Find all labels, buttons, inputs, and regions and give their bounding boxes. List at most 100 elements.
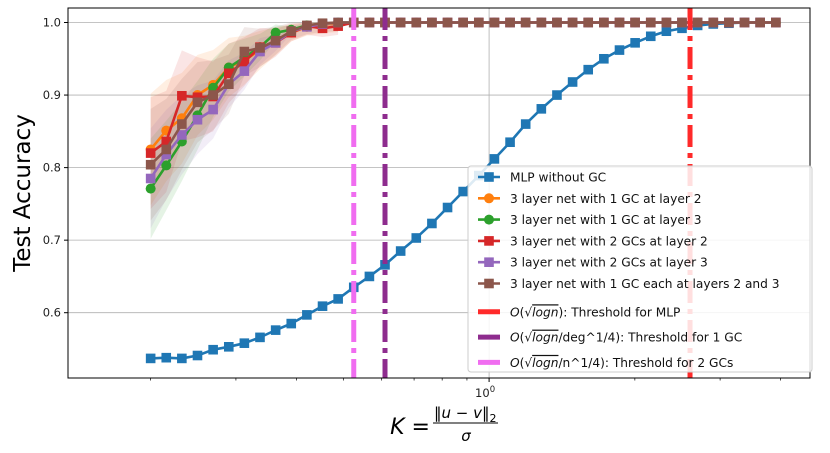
data-point xyxy=(614,17,625,28)
data-point xyxy=(302,20,312,31)
data-point xyxy=(239,338,250,348)
legend-swatch-marker xyxy=(484,172,494,182)
data-point xyxy=(427,17,437,28)
data-point xyxy=(270,35,281,46)
data-point xyxy=(192,92,203,103)
data-point xyxy=(333,294,343,304)
data-point xyxy=(661,17,672,28)
legend: MLP without GC 3 layer net with 1 GC at l… xyxy=(467,165,813,373)
y-axis-label: Test Accuracy xyxy=(10,114,36,273)
data-point xyxy=(505,17,515,28)
data-point xyxy=(145,148,156,158)
data-point xyxy=(599,17,609,28)
data-point xyxy=(177,119,187,129)
data-point xyxy=(520,17,531,28)
data-point xyxy=(411,17,422,28)
data-point xyxy=(161,160,172,171)
x-axis-label-numerator: ‖u − v‖2 xyxy=(434,404,497,425)
data-point xyxy=(192,350,203,361)
data-point xyxy=(692,17,703,28)
legend-swatch-marker xyxy=(484,193,494,204)
data-point xyxy=(208,90,218,100)
legend-item: 3 layer net with 2 GCs at layer 2 xyxy=(478,234,708,248)
x-axis-label-lhs: K = xyxy=(390,415,430,440)
legend-item: MLP without GC xyxy=(478,171,606,185)
legend-swatch-marker xyxy=(484,257,494,267)
legend-item: 3 layer net with 1 GC each at layers 2 a… xyxy=(478,277,780,291)
data-point xyxy=(427,218,437,229)
data-point xyxy=(489,154,500,164)
std-band xyxy=(150,22,339,206)
legend-label: O(√logn/deg^1/4): Threshold for 1 GC xyxy=(510,331,742,345)
data-point xyxy=(395,246,406,256)
x-ticks: 100 xyxy=(150,378,781,400)
data-point xyxy=(270,325,281,335)
data-point xyxy=(645,31,656,42)
data-point xyxy=(661,26,672,37)
data-point xyxy=(145,173,156,184)
legend-item: O(√logn/deg^1/4): Threshold for 1 GC xyxy=(478,331,742,345)
legend-item: O(√logn): Threshold for MLP xyxy=(478,305,680,319)
data-point xyxy=(208,344,218,355)
data-point xyxy=(161,136,172,147)
data-point xyxy=(567,17,578,28)
data-point xyxy=(255,43,265,53)
std-band xyxy=(150,22,339,209)
data-point xyxy=(458,186,468,197)
data-point xyxy=(145,353,156,364)
data-point xyxy=(630,38,640,48)
legend-swatch-marker xyxy=(484,236,494,246)
data-point xyxy=(177,130,187,140)
data-point xyxy=(458,17,468,28)
data-point xyxy=(489,17,500,28)
data-point xyxy=(583,64,594,75)
data-point xyxy=(239,56,250,67)
series-lines xyxy=(145,17,781,364)
data-point xyxy=(442,202,453,213)
data-point xyxy=(536,17,547,28)
legend-swatch-marker xyxy=(484,278,494,289)
data-point xyxy=(677,23,687,34)
data-point xyxy=(364,17,375,28)
legend-swatch-marker xyxy=(484,214,494,225)
legend-label: 3 layer net with 1 GC at layer 3 xyxy=(510,213,701,227)
x-tick-label: 100 xyxy=(475,385,495,400)
data-point xyxy=(145,159,156,170)
data-point xyxy=(771,17,781,28)
legend-label: 3 layer net with 2 GCs at layer 3 xyxy=(510,256,708,270)
data-point xyxy=(473,17,484,28)
y-tick-label: 0.7 xyxy=(43,233,61,247)
y-tick-label: 0.6 xyxy=(43,306,61,320)
data-point xyxy=(286,26,297,37)
legend-item: 3 layer net with 1 GC at layer 2 xyxy=(478,192,701,206)
data-point xyxy=(708,17,719,28)
data-point xyxy=(239,46,250,57)
legend-label: 3 layer net with 1 GC each at layers 2 a… xyxy=(510,277,780,291)
y-tick-label: 1.0 xyxy=(43,16,61,30)
data-point xyxy=(161,149,172,160)
data-point xyxy=(645,17,656,28)
data-point xyxy=(177,353,187,364)
data-point xyxy=(286,318,297,329)
data-point xyxy=(505,137,515,148)
data-point xyxy=(333,17,343,28)
data-point xyxy=(270,27,281,38)
data-point xyxy=(724,17,734,28)
data-point xyxy=(442,17,453,28)
data-point xyxy=(411,233,422,243)
data-point xyxy=(302,310,312,320)
data-point xyxy=(614,45,625,55)
legend-item: 3 layer net with 2 GCs at layer 3 xyxy=(478,256,708,270)
y-tick-label: 0.8 xyxy=(43,161,61,175)
legend-items: MLP without GC 3 layer net with 1 GC at l… xyxy=(478,171,780,370)
data-point xyxy=(255,332,265,343)
data-point xyxy=(317,301,328,311)
data-point xyxy=(583,17,594,28)
data-point xyxy=(536,104,547,114)
data-point xyxy=(364,271,375,282)
legend-label: 3 layer net with 2 GCs at layer 2 xyxy=(510,234,708,248)
data-point xyxy=(192,114,203,125)
data-point xyxy=(239,66,250,76)
data-point xyxy=(739,17,750,28)
